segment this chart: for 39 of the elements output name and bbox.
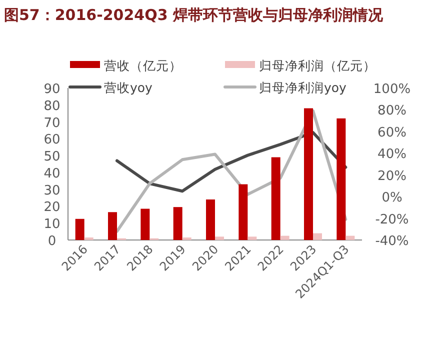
bar bbox=[140, 208, 150, 240]
bar bbox=[206, 199, 215, 240]
legend-label: 归母净利润yoy bbox=[259, 80, 348, 95]
y-tick-label: 90 bbox=[44, 82, 60, 97]
bar bbox=[304, 108, 313, 240]
legend-label: 营收（亿元） bbox=[104, 58, 182, 73]
bar bbox=[215, 236, 224, 240]
y2-tick-label: 80% bbox=[378, 104, 406, 119]
y-tick-label: 0 bbox=[48, 234, 56, 249]
bar bbox=[173, 207, 182, 240]
y-tick-label: 30 bbox=[44, 183, 60, 198]
bar bbox=[238, 184, 248, 240]
y-tick-label: 40 bbox=[44, 166, 60, 182]
y2-tick-label: 100% bbox=[373, 82, 411, 97]
y-tick-label: 20 bbox=[44, 200, 60, 216]
chart-title: 图57：2016-2024Q3 焊带环节营收与归母净利润情况 bbox=[4, 6, 384, 24]
bar bbox=[75, 218, 84, 240]
bar bbox=[336, 118, 346, 240]
y2-tick-label: -20% bbox=[375, 212, 409, 228]
legend-label: 归母净利润（亿元） bbox=[259, 58, 376, 73]
bar bbox=[346, 236, 355, 240]
bar bbox=[182, 237, 192, 240]
y2-tick-label: -40% bbox=[375, 234, 409, 249]
y2-tick-label: 40% bbox=[378, 147, 406, 162]
y2-tick-label: 60% bbox=[378, 125, 406, 140]
bar bbox=[84, 237, 94, 240]
y2-tick-label: 0% bbox=[382, 190, 402, 206]
y-tick-label: 70 bbox=[44, 116, 60, 131]
bar bbox=[313, 233, 322, 240]
legend-label: 营收yoy bbox=[104, 80, 154, 95]
bar bbox=[280, 236, 290, 240]
y-tick-label: 50 bbox=[44, 150, 60, 165]
y2-tick-label: 20% bbox=[378, 168, 406, 184]
bar bbox=[248, 236, 257, 240]
y-tick-label: 10 bbox=[44, 217, 60, 232]
y-tick-label: 80 bbox=[44, 98, 60, 114]
bar bbox=[108, 212, 117, 240]
y-tick-label: 60 bbox=[44, 132, 60, 148]
bar bbox=[271, 157, 280, 240]
